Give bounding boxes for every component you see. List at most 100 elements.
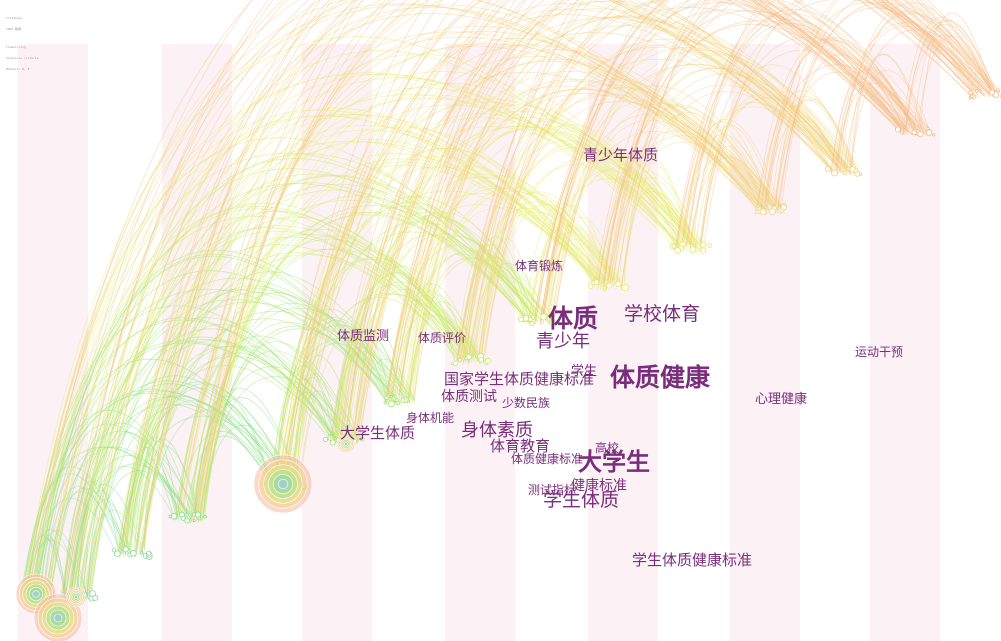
keyword-node bbox=[329, 434, 334, 439]
co-occurrence-arc bbox=[700, 145, 763, 247]
co-occurrence-arc bbox=[472, 192, 607, 358]
co-occurrence-arc bbox=[186, 212, 534, 521]
keyword-label-tydl[interactable]: 体育锻炼 bbox=[515, 258, 563, 273]
co-occurrence-arc bbox=[780, 54, 908, 215]
co-occurrence-arc bbox=[24, 0, 848, 597]
co-occurrence-arc bbox=[275, 365, 339, 485]
co-occurrence-arc bbox=[122, 129, 609, 558]
keyword-label-tzjk[interactable]: 体质健康 bbox=[610, 363, 711, 392]
co-occurrence-arc bbox=[355, 17, 848, 441]
co-occurrence-arc bbox=[184, 435, 271, 521]
co-occurrence-arc bbox=[141, 0, 903, 553]
co-occurrence-arc bbox=[597, 130, 763, 290]
co-occurrence-arc bbox=[204, 341, 359, 518]
co-occurrence-arc bbox=[136, 445, 202, 553]
keyword-node bbox=[518, 316, 524, 323]
co-occurrence-arc bbox=[528, 225, 615, 320]
co-occurrence-arc bbox=[123, 346, 334, 550]
keyword-label-xs[interactable]: 学生 bbox=[571, 363, 597, 379]
keyword-label-tzcs[interactable]: 体质测试 bbox=[441, 389, 497, 405]
co-occurrence-arc bbox=[343, 125, 699, 444]
co-occurrence-arc bbox=[479, 45, 846, 364]
keyword-label-xsbz[interactable]: 学生体质健康标准 bbox=[632, 551, 752, 569]
co-occurrence-arc bbox=[24, 0, 781, 597]
co-occurrence-arc bbox=[548, 217, 622, 325]
co-occurrence-arc bbox=[198, 0, 854, 514]
co-occurrence-arc bbox=[282, 148, 616, 482]
co-occurrence-arc bbox=[201, 325, 388, 522]
keyword-label-stjn[interactable]: 身体机能 bbox=[406, 410, 454, 425]
keyword-label-xxty[interactable]: 学校体育 bbox=[624, 303, 700, 325]
co-occurrence-arc bbox=[528, 232, 620, 317]
co-occurrence-arc bbox=[760, 40, 918, 214]
co-occurrence-arc bbox=[133, 0, 833, 558]
keyword-label-tzjc[interactable]: 体质监测 bbox=[337, 329, 389, 344]
keyword-node bbox=[450, 362, 454, 366]
co-occurrence-arc bbox=[387, 244, 531, 400]
keyword-label-dxs[interactable]: 大学生 bbox=[578, 447, 650, 476]
co-occurrence-arc bbox=[398, 0, 906, 396]
co-occurrence-arc bbox=[280, 55, 785, 480]
keyword-label-xstz[interactable]: 学生体质 bbox=[543, 489, 619, 511]
co-occurrence-arc bbox=[194, 403, 271, 514]
co-occurrence-arc bbox=[333, 173, 623, 443]
co-occurrence-arc bbox=[198, 376, 358, 521]
co-occurrence-arc bbox=[455, 0, 931, 365]
keyword-label-tzpj[interactable]: 体质评价 bbox=[418, 331, 466, 345]
co-occurrence-arc bbox=[341, 0, 984, 437]
co-occurrence-arc bbox=[34, 317, 341, 597]
co-occurrence-arc bbox=[31, 497, 118, 593]
keyword-label-tyjy[interactable]: 体育教育 bbox=[490, 437, 550, 455]
co-occurrence-arc bbox=[140, 0, 995, 553]
co-occurrence-arc bbox=[276, 113, 680, 487]
keyword-label-jkbz[interactable]: 健康标准 bbox=[571, 477, 627, 494]
keyword-node bbox=[593, 279, 600, 286]
co-occurrence-arc bbox=[72, 227, 461, 600]
co-occurrence-arc bbox=[340, 272, 458, 445]
keyword-label-qsn[interactable]: 青少年 bbox=[536, 331, 590, 352]
co-occurrence-arc bbox=[89, 114, 622, 596]
keyword-label-cszb[interactable]: 测试指标 bbox=[528, 482, 576, 497]
co-occurrence-arc bbox=[181, 0, 979, 515]
keyword-label-stsz[interactable]: 身体素质 bbox=[461, 420, 533, 441]
keyword-label-tz[interactable]: 体质 bbox=[548, 304, 598, 333]
keyword-label-xlj[interactable]: 心理健康 bbox=[755, 391, 807, 407]
co-occurrence-arc bbox=[87, 514, 123, 596]
keyword-node bbox=[192, 519, 196, 523]
co-occurrence-arc bbox=[134, 139, 603, 554]
co-occurrence-arc bbox=[20, 446, 193, 593]
keyword-node bbox=[900, 130, 905, 135]
keyword-label-gx[interactable]: 高校 bbox=[595, 440, 619, 455]
co-occurrence-arc bbox=[699, 93, 834, 248]
co-occurrence-arc bbox=[337, 281, 471, 440]
co-occurrence-arc bbox=[144, 473, 178, 551]
co-occurrence-arc bbox=[180, 43, 782, 514]
keyword-label-ydgy[interactable]: 运动干预 bbox=[855, 345, 903, 359]
co-occurrence-arc bbox=[615, 0, 985, 285]
co-occurrence-arc bbox=[904, 20, 997, 132]
keyword-node bbox=[478, 357, 484, 363]
co-occurrence-arc bbox=[127, 345, 348, 550]
co-occurrence-arc bbox=[699, 37, 921, 251]
co-occurrence-arc bbox=[74, 338, 334, 601]
keyword-label-dxstz[interactable]: 大学生体质 bbox=[340, 424, 415, 442]
co-occurrence-arc bbox=[25, 539, 90, 601]
co-occurrence-arc bbox=[335, 347, 389, 441]
co-occurrence-arc bbox=[834, 82, 916, 177]
co-occurrence-arc bbox=[62, 383, 286, 595]
co-occurrence-arc bbox=[195, 0, 845, 523]
keyword-label-qsntz[interactable]: 青少年体质 bbox=[583, 146, 658, 164]
keyword-label-ssmz[interactable]: 少数民族 bbox=[502, 395, 550, 410]
co-occurrence-arc bbox=[525, 202, 610, 323]
keyword-label-gjbz[interactable]: 国家学生体质健康标准 bbox=[444, 370, 594, 388]
co-occurrence-arc bbox=[408, 257, 551, 402]
co-occurrence-arc bbox=[386, 0, 925, 400]
co-occurrence-arc bbox=[196, 302, 392, 521]
citation-ring-node bbox=[53, 613, 63, 623]
co-occurrence-arc bbox=[85, 6, 765, 598]
co-occurrence-arc bbox=[290, 221, 548, 483]
co-occurrence-arc bbox=[336, 265, 475, 436]
co-occurrence-arc bbox=[295, 390, 342, 483]
keyword-label-tzjkbz[interactable]: 体质健康标准 bbox=[511, 451, 583, 466]
co-occurrence-arc bbox=[482, 0, 971, 361]
